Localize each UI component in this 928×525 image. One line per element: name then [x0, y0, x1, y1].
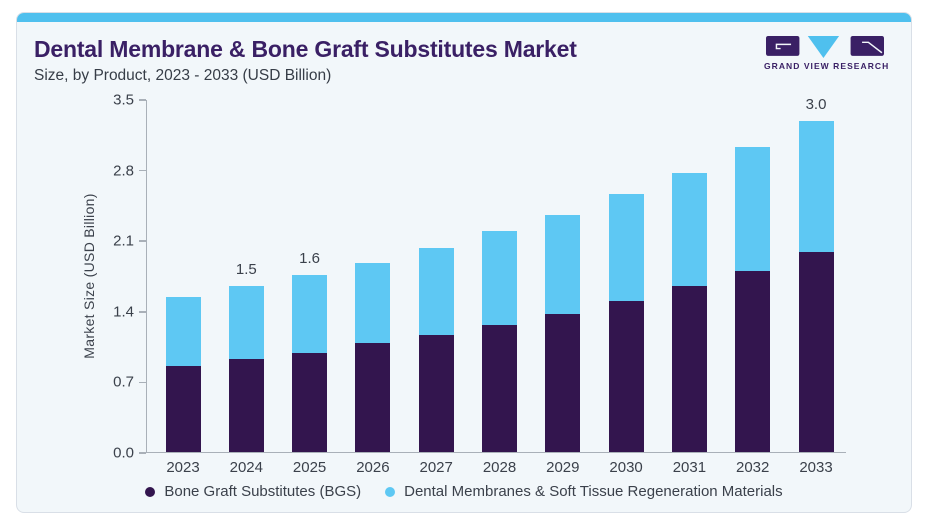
- bar-segment-membranes-2029: [545, 214, 581, 314]
- x-tick-label-2026: 2026: [356, 459, 390, 476]
- logo-r-block: [850, 36, 884, 56]
- bar-segment-membranes-2030: [608, 193, 644, 301]
- logo-g-block: [766, 36, 800, 56]
- bar-2032: [735, 147, 771, 452]
- y-tick-mark: [139, 311, 146, 313]
- bar-segment-membranes-2027: [418, 247, 454, 335]
- logo-r-glyph: [862, 41, 883, 54]
- x-tick-label-2023: 2023: [166, 459, 200, 476]
- y-tick-label: 3.5: [113, 91, 134, 109]
- bar-segment-bgs-2025: [292, 352, 328, 452]
- bar-2030: [608, 193, 644, 452]
- bar-segment-membranes-2032: [735, 147, 771, 271]
- bar-segment-bgs-2030: [608, 300, 644, 452]
- bar-2025: [292, 275, 328, 452]
- chart-subtitle: Size, by Product, 2023 - 2033 (USD Billi…: [34, 67, 332, 84]
- x-tick-label-2031: 2031: [672, 459, 707, 476]
- logo-g-glyph: [775, 43, 792, 50]
- bar-2023: [165, 297, 201, 452]
- bar-2031: [671, 172, 707, 452]
- y-tick-label: 1.4: [113, 303, 134, 321]
- bar-segment-membranes-2023: [165, 297, 201, 366]
- x-tick-label-2027: 2027: [419, 459, 453, 476]
- legend-dot-membranes-icon: [385, 486, 396, 497]
- bar-segment-bgs-2033: [798, 252, 834, 452]
- bar-segment-membranes-2025: [292, 275, 328, 353]
- bar-segment-bgs-2026: [355, 342, 391, 452]
- y-tick-label: 0.0: [113, 444, 134, 462]
- legend-dot-bgs-icon: [145, 486, 156, 497]
- bar-2024: [228, 286, 264, 452]
- chart-card: Dental Membrane & Bone Graft Substitutes…: [16, 12, 912, 513]
- legend-item-bgs: Bone Graft Substitutes (BGS): [145, 483, 361, 500]
- bar-segment-membranes-2033: [798, 120, 834, 253]
- bar-2026: [355, 263, 391, 452]
- y-tick-label: 2.8: [113, 162, 134, 180]
- bar-segment-bgs-2024: [228, 359, 264, 452]
- y-tick-mark: [139, 452, 146, 454]
- accent-strip: [17, 13, 911, 22]
- bar-total-label-2024: 1.5: [235, 261, 257, 279]
- x-tick-label-2024: 2024: [229, 459, 263, 476]
- bar-segment-membranes-2026: [355, 263, 391, 343]
- y-tick-mark: [139, 169, 146, 172]
- x-tick-label-2033: 2033: [799, 459, 833, 476]
- bar-2027: [418, 247, 454, 452]
- bar-2029: [545, 214, 581, 452]
- y-tick-mark: [139, 381, 146, 384]
- y-tick-mark: [139, 240, 146, 242]
- x-tick-label-2028: 2028: [482, 459, 517, 476]
- bar-segment-bgs-2029: [545, 314, 581, 452]
- x-tick-label-2025: 2025: [292, 459, 327, 476]
- bar-segment-bgs-2028: [482, 325, 517, 452]
- bar-segment-bgs-2032: [735, 270, 771, 452]
- y-tick-label: 2.1: [113, 232, 134, 250]
- x-tick-label-2032: 2032: [736, 459, 770, 476]
- bar-total-label-2033: 3.0: [805, 95, 827, 113]
- bar-segment-membranes-2031: [671, 172, 707, 287]
- gvr-logo-icon: [766, 36, 884, 58]
- bar-segment-membranes-2028: [482, 231, 517, 326]
- bar-total-label-2025: 1.6: [299, 250, 321, 268]
- x-tick-label-2030: 2030: [609, 459, 643, 476]
- chart-title: Dental Membrane & Bone Graft Substitutes…: [34, 36, 577, 62]
- bar-segment-bgs-2031: [671, 286, 707, 452]
- bar-segment-membranes-2024: [228, 286, 264, 360]
- x-tick-label-2029: 2029: [546, 459, 580, 476]
- legend-item-membranes: Dental Membranes & Soft Tissue Regenerat…: [385, 483, 783, 500]
- y-tick-mark: [139, 99, 146, 101]
- bar-2033: [798, 120, 834, 452]
- logo-text: GRAND VIEW RESEARCH: [764, 61, 890, 71]
- logo-v-triangle-icon: [807, 36, 840, 58]
- legend: Bone Graft Substitutes (BGS) Dental Memb…: [17, 483, 911, 500]
- legend-label-bgs: Bone Graft Substitutes (BGS): [164, 483, 362, 500]
- plot-area: 0.0 0.7 1.4 2.1 2.8 3.5 2023 2024 1.5 2025 1.6 2026…: [113, 92, 846, 476]
- gvr-logo: GRAND VIEW RESEARCH: [764, 36, 890, 71]
- legend-label-membranes: Dental Membranes & Soft Tissue Regenerat…: [404, 483, 783, 500]
- chart-header: Dental Membrane & Bone Graft Substitutes…: [34, 36, 577, 85]
- bar-segment-bgs-2027: [418, 334, 454, 452]
- y-tick-label: 0.7: [113, 373, 134, 391]
- bar-2028: [482, 231, 517, 452]
- bar-segment-bgs-2023: [165, 365, 201, 452]
- y-axis-title: Market Size (USD Billion): [81, 193, 97, 359]
